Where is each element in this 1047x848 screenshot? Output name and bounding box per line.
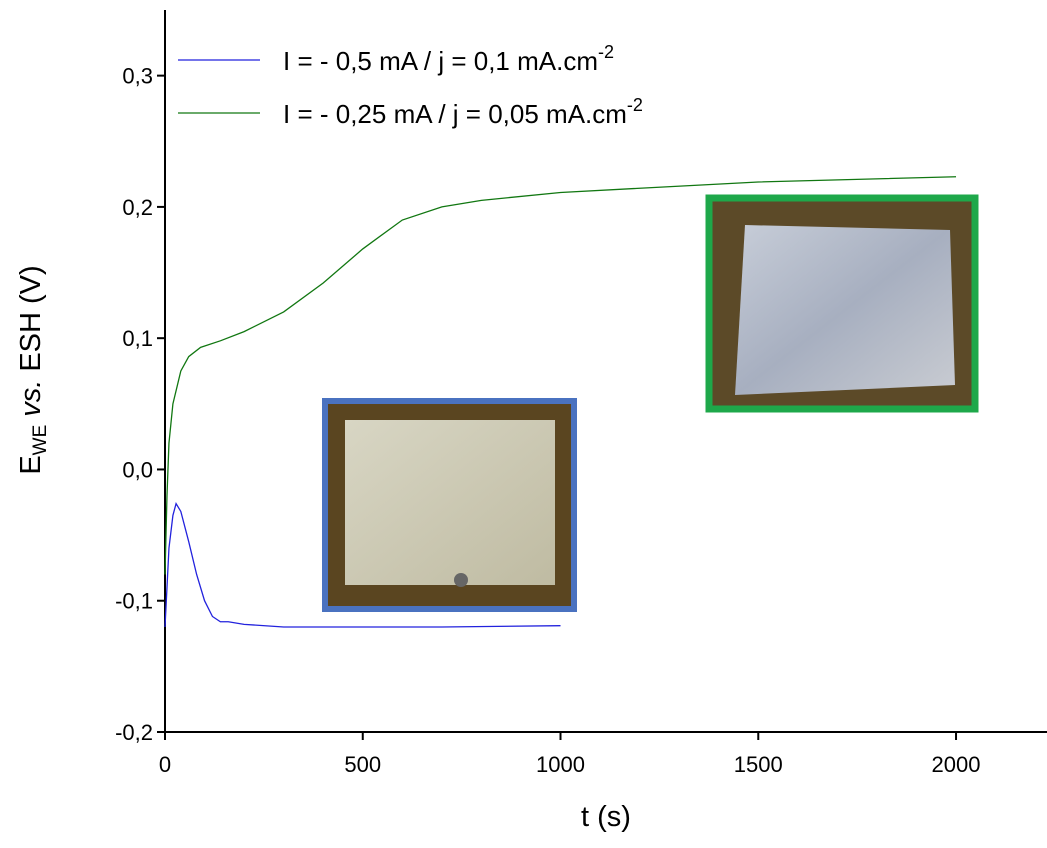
- y-tick-label: -0,1: [115, 589, 153, 614]
- x-axis-label: t (s): [581, 801, 631, 833]
- legend-sup: -2: [627, 95, 643, 115]
- inset-photo-green: [705, 194, 979, 413]
- y-tick-label: 0,0: [122, 457, 153, 482]
- inset-photo-blue: [322, 398, 577, 612]
- legend-text: I = - 0,5 mA / j = 0,1 mA.cm: [283, 46, 598, 76]
- y-tick-label: -0,2: [115, 720, 153, 745]
- legend-text: I = - 0,25 mA / j = 0,05 mA.cm: [283, 99, 627, 129]
- legend-sup: -2: [598, 42, 614, 62]
- y-tick-label: 0,3: [122, 64, 153, 89]
- y-label-sub: WE: [30, 425, 51, 456]
- y-label-main: E: [15, 455, 47, 474]
- series-line: [164, 176, 957, 575]
- y-tick-label: 0,2: [122, 195, 153, 220]
- series-line: [164, 501, 561, 628]
- x-tick-label: 0: [159, 752, 171, 777]
- x-tick-label: 1000: [536, 752, 585, 777]
- y-axis-label: EWE vs. ESH (V): [15, 265, 51, 474]
- legend-label: I = - 0,5 mA / j = 0,1 mA.cm-2: [283, 42, 614, 76]
- legend-label: I = - 0,25 mA / j = 0,05 mA.cm-2: [283, 95, 643, 129]
- x-tick-label: 1500: [734, 752, 783, 777]
- y-label-rest: ESH (V): [15, 265, 47, 371]
- y-label-italic: vs.: [15, 380, 47, 417]
- x-tick-label: 500: [344, 752, 381, 777]
- x-tick-label: 2000: [932, 752, 981, 777]
- y-tick-label: 0,1: [122, 326, 153, 351]
